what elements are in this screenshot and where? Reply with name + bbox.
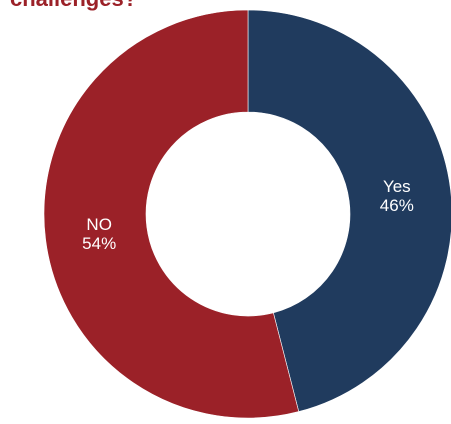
slice-value-yes: 46% [380,196,414,215]
chart-title: challenges? [10,0,137,12]
slice-no [43,9,300,419]
slice-label-yes: Yes [383,177,411,196]
donut-slices [43,9,451,419]
slice-value-no: 54% [82,234,116,253]
slice-label-no: NO [86,215,112,234]
